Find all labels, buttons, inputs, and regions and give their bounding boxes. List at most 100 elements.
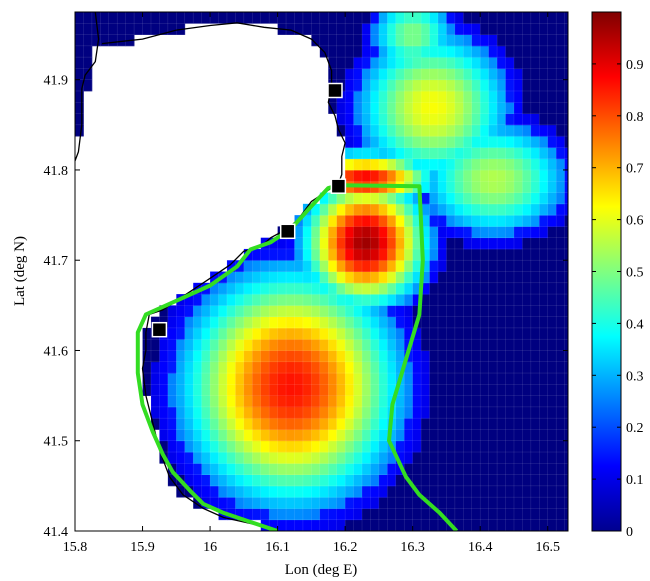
heatmap-cell [454, 169, 464, 182]
heatmap-cell [150, 406, 160, 419]
heatmap-cell [294, 271, 304, 284]
heatmap-cell [210, 294, 219, 306]
heatmap-cell [480, 102, 490, 114]
heatmap-cell [505, 192, 515, 205]
heatmap-cell [547, 181, 557, 193]
heatmap-cell [370, 237, 380, 250]
heatmap-cell [446, 158, 456, 171]
heatmap-cell [488, 68, 498, 81]
heatmap-cell [387, 79, 397, 92]
heatmap-cell [522, 429, 532, 442]
heatmap-cell [530, 339, 540, 351]
heatmap-cell [167, 452, 177, 464]
heatmap-cell [505, 474, 515, 487]
heatmap-cell [277, 418, 287, 430]
heatmap-cell [454, 440, 464, 453]
heatmap-cell [302, 384, 312, 397]
heatmap-cell [539, 124, 549, 137]
heatmap-cell [429, 497, 439, 509]
heatmap-cell [556, 282, 566, 295]
heatmap-cell [412, 305, 422, 318]
heatmap-cell [260, 406, 270, 419]
heatmap-cell [210, 463, 219, 475]
heatmap-cell [395, 440, 405, 453]
heatmap-cell [497, 23, 506, 35]
heatmap-cell [269, 519, 278, 531]
heatmap-cell [547, 429, 557, 442]
heatmap-cell [302, 485, 312, 498]
heatmap-cell [421, 113, 430, 126]
heatmap-cell [497, 327, 506, 340]
colorbar-gradient [591, 11, 622, 532]
heatmap-cell [522, 294, 532, 306]
heatmap-cell [547, 12, 557, 24]
heatmap-cell [564, 282, 568, 295]
heatmap-cell [446, 350, 456, 363]
heatmap-cell [345, 452, 354, 464]
heatmap-cell [530, 79, 540, 92]
heatmap-cell [201, 429, 211, 442]
heatmap-cell [193, 497, 203, 509]
heatmap-cell [294, 373, 304, 385]
heatmap-cell [488, 45, 498, 58]
heatmap-cell [235, 305, 245, 318]
heatmap-cell [269, 418, 278, 430]
heatmap-cell [395, 271, 405, 284]
heatmap-cell [463, 497, 473, 509]
heatmap-cell [226, 361, 236, 374]
heatmap-cell [463, 12, 473, 24]
heatmap-cell [564, 79, 568, 92]
heatmap-cell [336, 237, 346, 250]
heatmap-cell [556, 452, 566, 464]
heatmap-cell [522, 508, 532, 521]
heatmap-cell [522, 45, 532, 58]
heatmap-cell [345, 169, 354, 182]
heatmap-cell [404, 248, 414, 261]
heatmap-cell [530, 395, 540, 408]
heatmap-cell [226, 395, 236, 408]
heatmap-cell [429, 57, 439, 69]
heatmap-cell [336, 192, 346, 205]
heatmap-cell [412, 90, 422, 103]
heatmap-cell [530, 429, 540, 442]
heatmap-cell [530, 34, 540, 47]
heatmap-cell [488, 158, 498, 171]
heatmap-cell [463, 474, 473, 487]
heatmap-cell [319, 23, 329, 35]
heatmap-cell [412, 373, 422, 385]
heatmap-cell [378, 440, 388, 453]
heatmap-cell [429, 181, 439, 193]
heatmap-cell [362, 373, 371, 385]
heatmap-cell [150, 384, 160, 397]
heatmap-cell [513, 497, 523, 509]
heatmap-cell [345, 384, 354, 397]
heatmap-cell [353, 282, 363, 295]
heatmap-cell [446, 203, 456, 216]
heatmap-cell [556, 124, 566, 137]
heatmap-cell [429, 429, 439, 442]
heatmap-cell [328, 350, 338, 363]
heatmap-cell [370, 429, 380, 442]
heatmap-cell [362, 474, 371, 487]
x-tick-label: 16.1 [265, 540, 290, 555]
heatmap-cell [345, 237, 354, 250]
heatmap-cell [294, 260, 304, 272]
heatmap-cell [438, 418, 447, 430]
heatmap-cell [530, 215, 540, 227]
heatmap-cell [378, 294, 388, 306]
heatmap-cell [201, 452, 211, 464]
heatmap-cell [404, 68, 414, 81]
heatmap-cell [522, 192, 532, 205]
heatmap-cell [286, 327, 295, 340]
heatmap-cell [395, 260, 405, 272]
heatmap-cell [117, 34, 127, 47]
heatmap-cell [497, 474, 506, 487]
heatmap-cell [530, 124, 540, 137]
heatmap-cell [421, 169, 430, 182]
heatmap-cell [513, 485, 523, 498]
heatmap-cell [564, 305, 568, 318]
heatmap-cell [539, 452, 549, 464]
heatmap-cell [556, 12, 566, 24]
heatmap-cell [497, 147, 506, 160]
heatmap-cell [277, 485, 287, 498]
